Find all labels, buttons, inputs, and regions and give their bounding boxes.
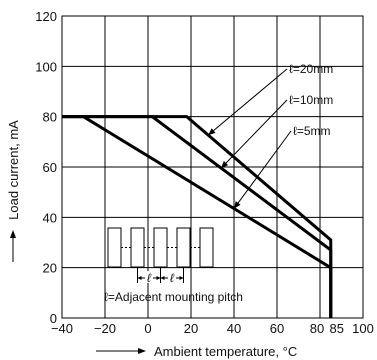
relay-outline-icon: [153, 227, 168, 268]
pitch-label: ℓ: [147, 271, 152, 285]
x-tick-label: 100: [352, 321, 374, 336]
y-tick-label: 40: [43, 210, 57, 225]
x-tick-label: 0: [144, 321, 151, 336]
annotation-leader: [233, 130, 292, 209]
y-tick-label: 100: [35, 59, 57, 74]
x-tick-label: 80: [310, 321, 324, 336]
dimension-label-bg: [168, 271, 176, 283]
series-line: [62, 115, 333, 318]
series-annotation: ℓ=10mm: [289, 93, 333, 107]
arrowhead-icon: [156, 276, 161, 280]
series-annotation: ℓ=5mm: [293, 124, 331, 138]
arrowhead-icon: [160, 276, 165, 280]
series-lines: [62, 115, 333, 318]
x-tick-label: −40: [51, 321, 73, 336]
inset-caption: ℓ=Adjacent mounting pitch: [104, 290, 243, 304]
grid: [61, 15, 364, 319]
pitch-label: ℓ: [170, 271, 175, 285]
mounting-inset: ℓ ℓ ℓ=Adjacent mounting pitch: [104, 227, 243, 304]
arrowhead-icon: [179, 276, 184, 280]
tick-labels: −40 −20 0 20 40 60 80 85 100 0 20 40 60 80 100 120: [35, 9, 374, 336]
y-tick-label: 80: [43, 110, 57, 125]
y-axis-label: Load current, mA: [6, 120, 21, 220]
x-tick-label: 20: [184, 321, 198, 336]
relay-outline-icon: [176, 227, 191, 268]
relay-outline-icon: [199, 227, 214, 268]
arrowhead-icon: [221, 160, 229, 169]
arrowhead-icon: [137, 276, 142, 280]
y-tick-label: 20: [43, 261, 57, 276]
x-tick-label: 60: [270, 321, 284, 336]
arrowhead-icon: [234, 201, 241, 209]
y-axis-arrow-icon: [10, 230, 16, 262]
y-tick-label: 60: [43, 160, 57, 175]
x-axis-label: Ambient temperature, °C: [154, 344, 297, 359]
x-tick-label: 85: [330, 321, 344, 336]
y-tick-label: 0: [50, 311, 57, 326]
x-tick-label: −20: [94, 321, 116, 336]
series-annotation: ℓ=20mm: [289, 62, 333, 76]
annotation-leader: [220, 99, 288, 169]
annotations: ℓ=20mm ℓ=10mm ℓ=5mm: [207, 62, 333, 209]
arrowhead-icon: [208, 128, 216, 136]
x-tick-label: 40: [227, 321, 241, 336]
dimension-label-bg: [145, 271, 153, 283]
x-axis-arrow-icon: [96, 348, 146, 354]
relay-outline-icon: [130, 227, 145, 268]
relay-outline-icon: [107, 227, 122, 268]
annotation-leader: [207, 68, 288, 136]
y-tick-label: 120: [35, 9, 57, 24]
